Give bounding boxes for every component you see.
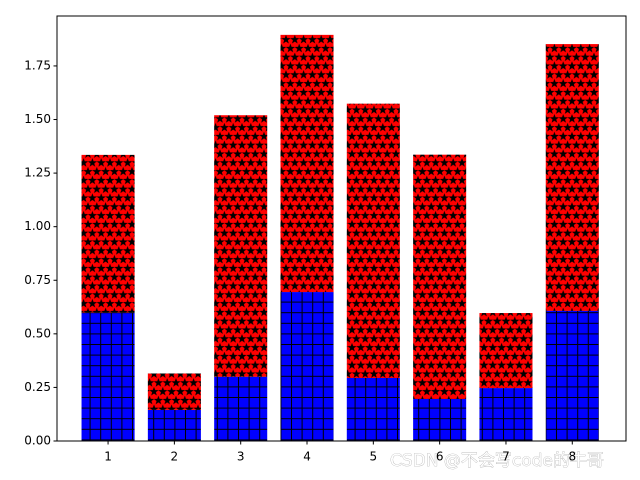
x-tick-label: 8 [568, 450, 576, 464]
watermark: CSDN @不会写code的牛哥 [390, 451, 604, 471]
plot-area [81, 34, 599, 441]
bar-segment [214, 115, 268, 377]
y-tick-label: 1.75 [24, 58, 51, 72]
bar-segment [479, 313, 533, 389]
x-tick-label: 4 [303, 450, 311, 464]
y-tick-label: 0.50 [24, 326, 51, 340]
bar-segment [545, 44, 599, 311]
axes-frame [56, 15, 627, 442]
y-tick-label: 0.25 [24, 380, 51, 394]
bar-segment [413, 154, 467, 399]
bar-segment [346, 103, 400, 378]
x-tick-label: 5 [370, 450, 378, 464]
bar-segment [479, 388, 533, 441]
x-tick-label: 3 [237, 450, 245, 464]
bar-segment [280, 34, 334, 293]
y-tick-label: 0.00 [24, 434, 51, 448]
bar-segment [280, 292, 334, 441]
x-tick-label: 6 [436, 450, 444, 464]
y-tick-label: 0.75 [24, 273, 51, 287]
x-tick-label: 1 [104, 450, 112, 464]
bar-segment [413, 398, 467, 441]
bar-segment [81, 154, 135, 313]
bar-segment [147, 373, 201, 410]
bar-segment [545, 310, 599, 441]
x-tick-label: 7 [502, 450, 510, 464]
y-tick-label: 1.50 [24, 112, 51, 126]
y-tick-label: 1.25 [24, 166, 51, 180]
bar-segment [346, 377, 400, 441]
x-tick-label: 2 [171, 450, 179, 464]
bar-segment [81, 312, 135, 441]
bar-segment [214, 376, 268, 441]
bar-segment [147, 409, 201, 441]
y-tick-label: 1.00 [24, 219, 51, 233]
